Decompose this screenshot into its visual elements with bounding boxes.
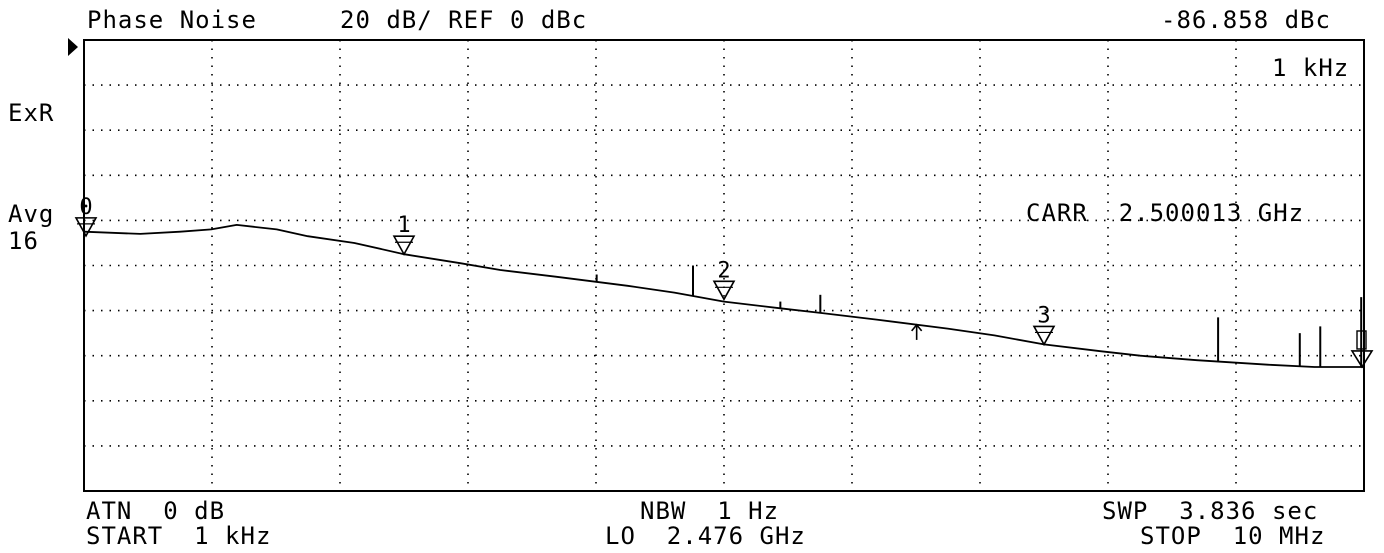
marker-0-label: 0: [79, 195, 92, 220]
start-frequency-label: START 1 kHz: [86, 522, 272, 550]
marker-1-triangle: [392, 235, 416, 256]
phase-noise-trace-1: [83, 223, 1364, 368]
arrow-marker-head: [911, 323, 923, 332]
marker-2-triangle: [712, 280, 736, 301]
end-marker-box: [1356, 330, 1367, 350]
local-oscillator-label: LO 2.476 GHz: [605, 522, 806, 550]
marker-group: 0 1 2 3: [74, 195, 1374, 369]
scale-reference-label: 20 dB/ REF 0 dBc: [340, 6, 588, 34]
grid: [84, 40, 1364, 491]
trace-group: [83, 223, 1364, 368]
avg-label: Avg: [8, 200, 55, 228]
marker-3-triangle: [1032, 325, 1056, 347]
marker-1-label: 1: [397, 213, 410, 238]
avg-count: 16: [8, 227, 39, 255]
stop-frequency-label: STOP 10 MHz: [1140, 522, 1326, 550]
exr-label: ExR: [8, 99, 55, 127]
marker-3-label: 3: [1037, 303, 1050, 328]
carrier-frequency-label: CARR 2.500013 GHz: [1026, 199, 1305, 227]
active-trace-indicator: [68, 38, 78, 56]
marker-level-readout: -86.858 dBc: [1161, 6, 1331, 34]
sweep-time-label: SWP 3.836 sec: [1102, 497, 1319, 525]
marker-2-label: 2: [717, 258, 730, 283]
mode-label: Phase Noise: [87, 6, 257, 34]
end-marker-triangle: [1350, 350, 1374, 369]
noise-bandwidth-label: NBW 1 Hz: [640, 497, 780, 525]
marker-0-triangle: [74, 217, 98, 238]
marker-frequency-label: 1 kHz: [1272, 54, 1350, 82]
attenuation-label: ATN 0 dB: [86, 497, 226, 525]
